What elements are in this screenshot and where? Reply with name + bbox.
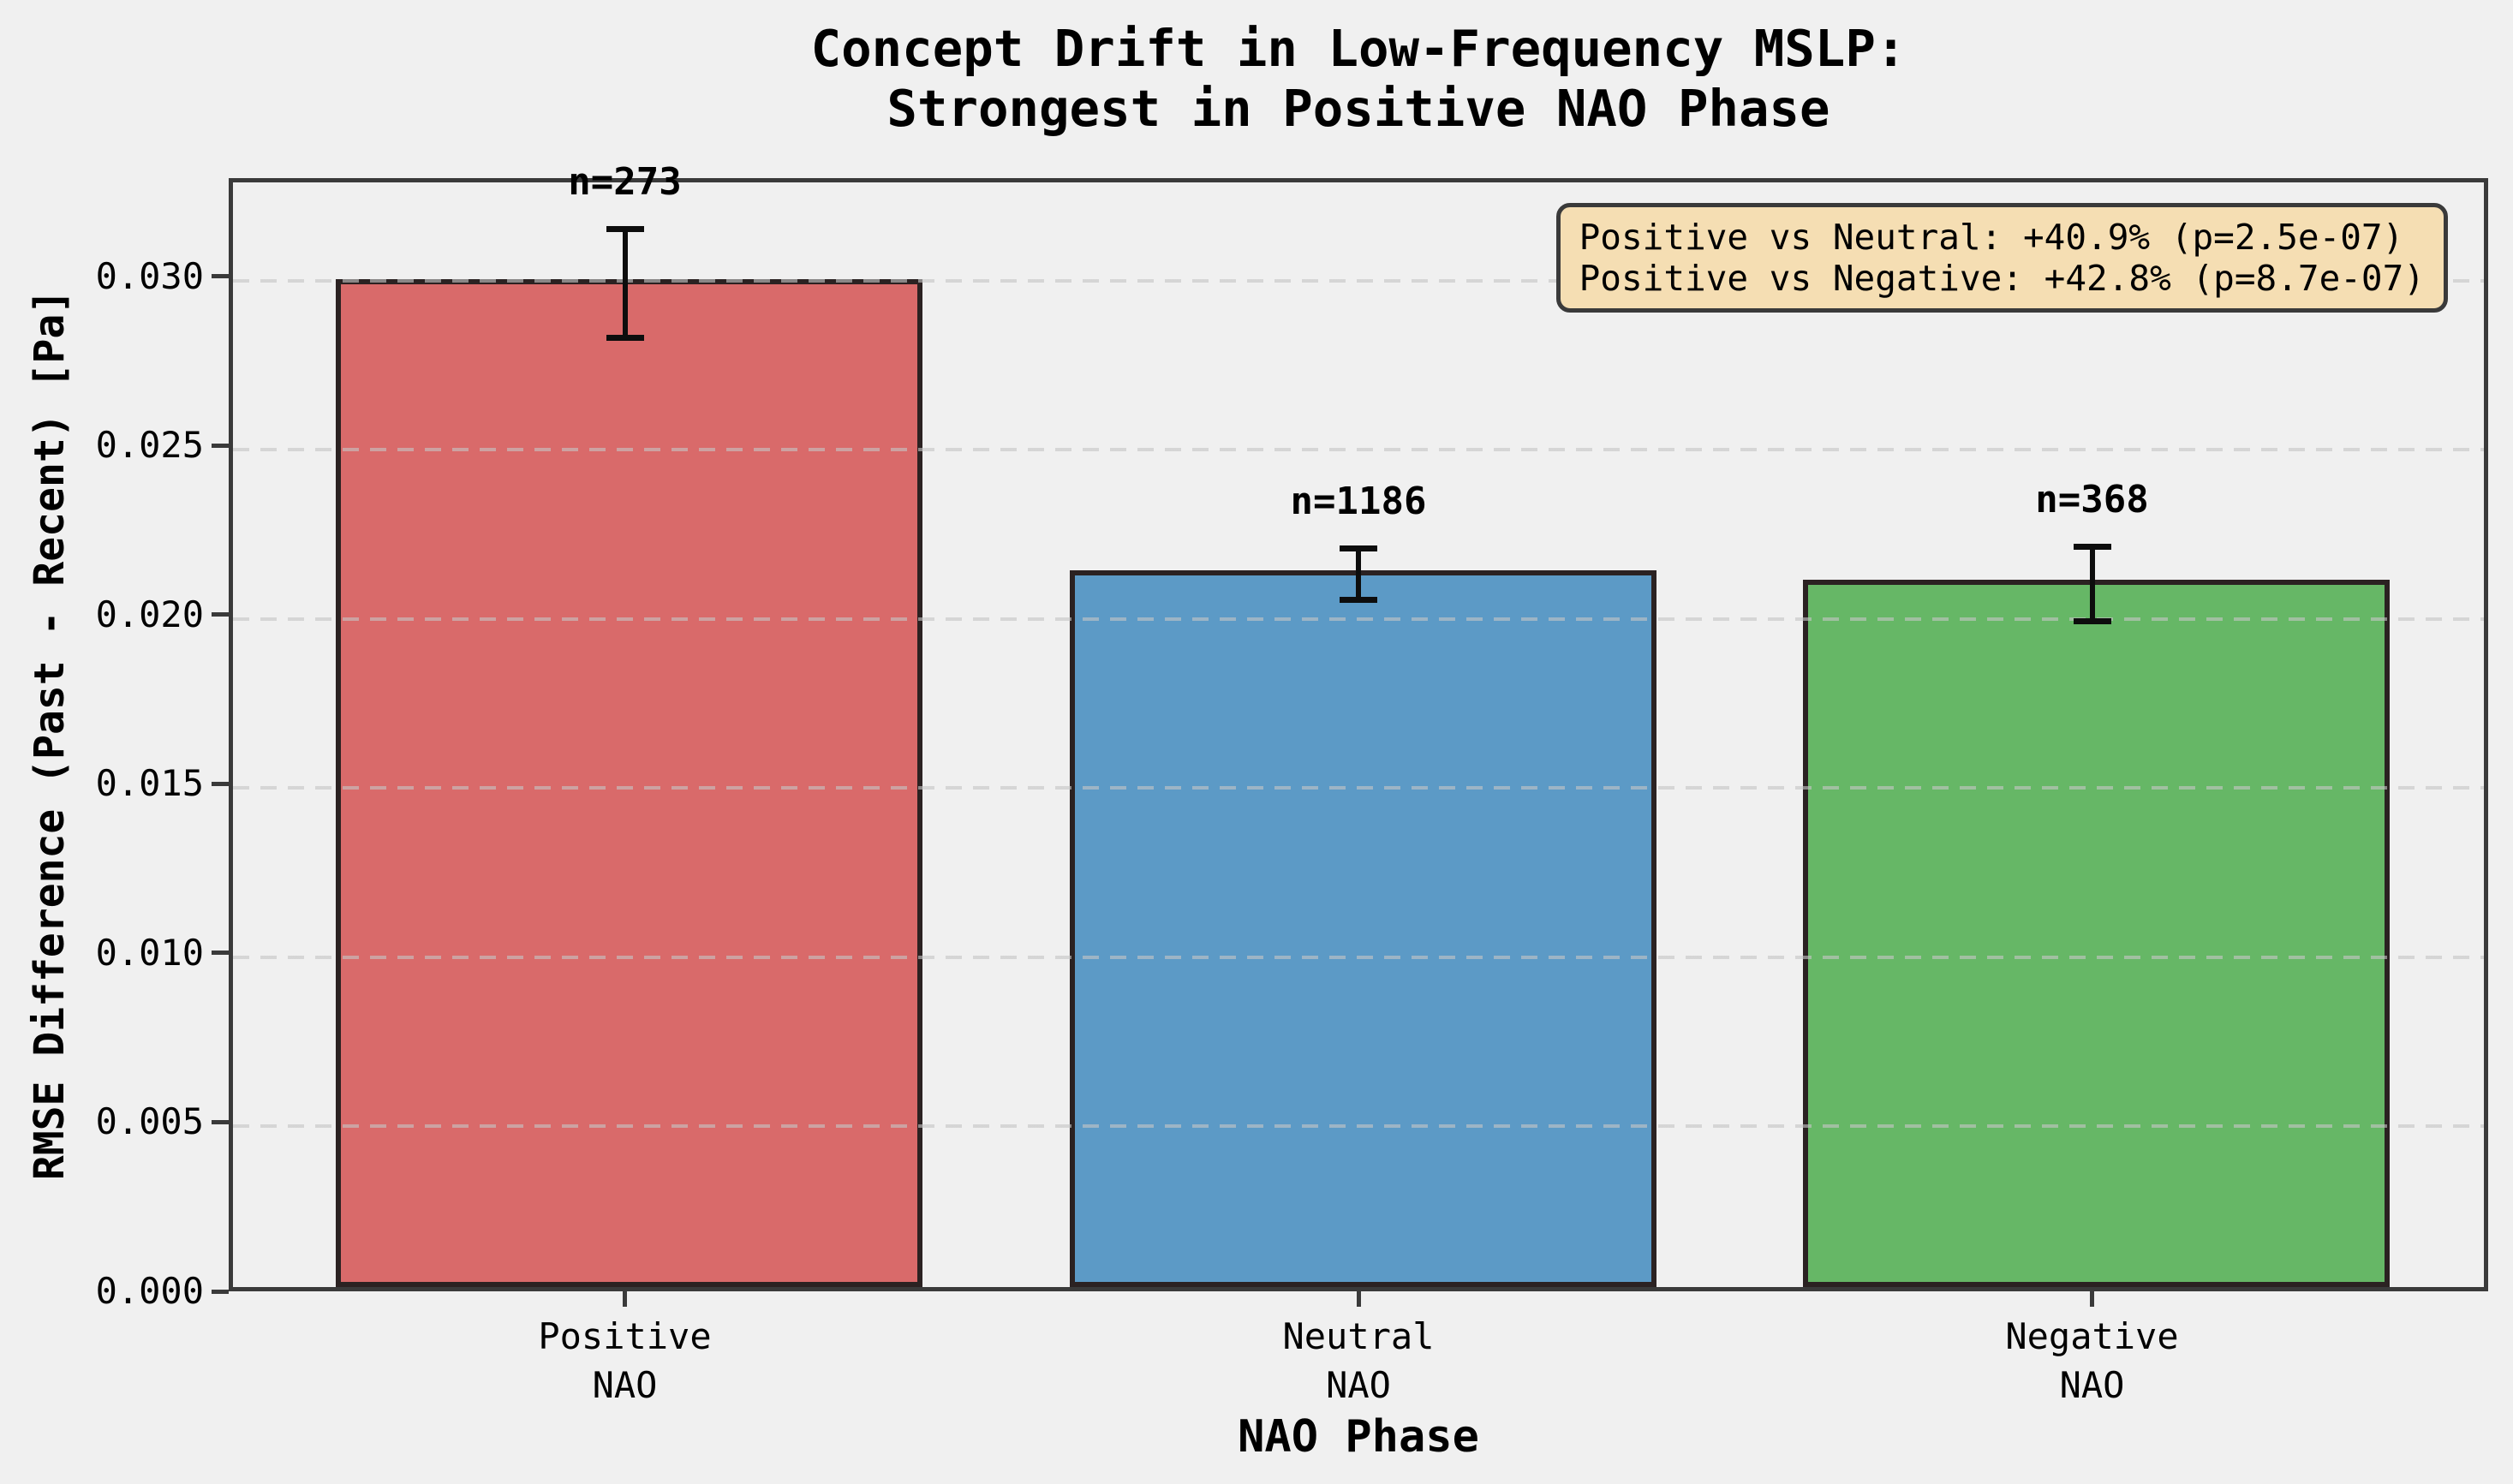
bar-negative-nao [1803, 580, 2390, 1287]
y-tick-mark-0.010 [212, 951, 229, 956]
error-bar-cap-bottom-positive-nao [606, 334, 644, 341]
y-tick-label-0.025: 0.025 [95, 424, 204, 467]
y-tick-mark-0.005 [212, 1119, 229, 1124]
y-tick-mark-0.000 [212, 1289, 229, 1294]
plot-area: Positive vs Neutral: +40.9% (p=2.5e-07) … [229, 178, 2488, 1291]
y-tick-mark-0.020 [212, 612, 229, 617]
error-bar-positive-nao [622, 229, 628, 338]
y-tick-mark-0.015 [212, 781, 229, 786]
y-tick-mark-0.030 [212, 274, 229, 279]
y-tick-label-0.005: 0.005 [95, 1100, 204, 1143]
error-bar-cap-bottom-negative-nao [2073, 618, 2111, 625]
stats-annotation-line2: Positive vs Negative: +42.8% (p=8.7e-07) [1579, 258, 2425, 299]
x-tick-mark-negative-nao [2090, 1291, 2094, 1307]
error-bar-cap-bottom-neutral-nao [1340, 596, 1377, 603]
x-axis-label: NAO Phase [1238, 1411, 1479, 1463]
bar-neutral-nao [1069, 569, 1656, 1287]
y-tick-label-0.000: 0.000 [95, 1270, 204, 1312]
y-tick-mark-0.025 [212, 443, 229, 448]
x-tick-label-negative-nao: Negative NAO [2005, 1315, 2179, 1406]
bar-positive-nao [336, 278, 922, 1287]
y-axis-label: RMSE Difference (Past - Recent) [Pa] [26, 289, 74, 1181]
y-tick-label-0.030: 0.030 [95, 254, 204, 297]
gridline-0.020 [233, 617, 2484, 621]
gridline-0.015 [233, 786, 2484, 790]
y-tick-label-0.020: 0.020 [95, 593, 204, 635]
chart-title-line1: Concept Drift in Low-Frequency MSLP: [810, 19, 1907, 78]
error-bar-negative-nao [2089, 546, 2095, 622]
error-bar-cap-top-neutral-nao [1340, 545, 1377, 552]
chart-title: Concept Drift in Low-Frequency MSLP: Str… [229, 19, 2488, 139]
x-tick-mark-positive-nao [623, 1291, 627, 1307]
bar-count-label-negative-nao: n=368 [2035, 477, 2149, 521]
gridline-0.010 [233, 955, 2484, 959]
x-tick-mark-neutral-nao [1356, 1291, 1361, 1307]
y-tick-label-0.015: 0.015 [95, 762, 204, 805]
x-tick-label-positive-nao: Positive NAO [538, 1315, 712, 1406]
gridline-0.005 [233, 1124, 2484, 1129]
y-tick-label-0.010: 0.010 [95, 931, 204, 974]
stats-annotation-box: Positive vs Neutral: +40.9% (p=2.5e-07) … [1555, 203, 2448, 313]
bar-count-label-positive-nao: n=273 [568, 159, 682, 204]
error-bar-neutral-nao [1356, 548, 1361, 600]
bar-count-label-neutral-nao: n=1186 [1290, 479, 1427, 523]
gridline-0.025 [233, 448, 2484, 452]
error-bar-cap-top-positive-nao [606, 226, 644, 233]
gridline-0.030 [233, 278, 2484, 283]
stats-annotation-line1: Positive vs Neutral: +40.9% (p=2.5e-07) [1579, 217, 2404, 258]
error-bar-cap-top-negative-nao [2073, 544, 2111, 551]
chart-title-line2: Strongest in Positive NAO Phase [886, 79, 1830, 138]
x-tick-label-neutral-nao: Neutral NAO [1282, 1315, 1435, 1406]
